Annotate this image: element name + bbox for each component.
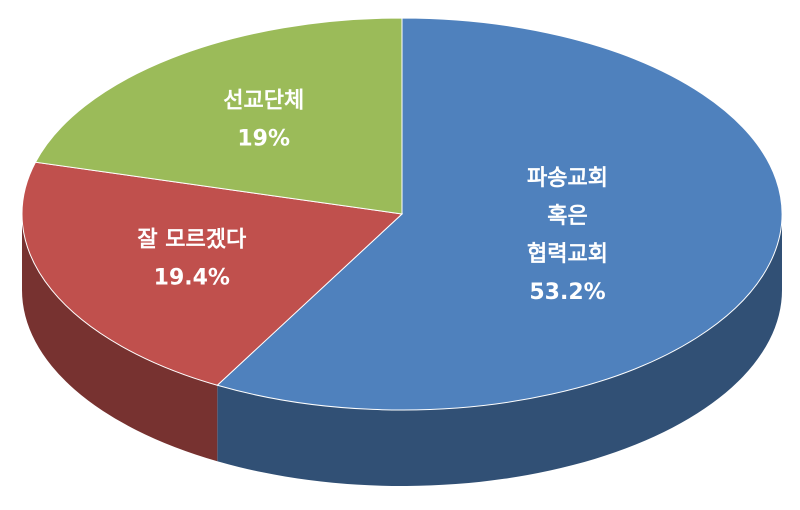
slice-side bbox=[22, 214, 218, 462]
slice-side bbox=[217, 214, 782, 486]
slice bbox=[21, 161, 404, 386]
slice bbox=[216, 17, 783, 411]
value-label: 19.4% bbox=[154, 266, 230, 291]
slice-label: 잘 모르겠다 bbox=[137, 228, 247, 253]
slice-label: 파송교회 혹은 협력교회 bbox=[527, 166, 608, 267]
value-label: 53.2% bbox=[529, 280, 605, 305]
slice bbox=[34, 17, 403, 215]
slice-label: 선교단체 bbox=[223, 88, 304, 113]
value-label: 19% bbox=[237, 126, 290, 151]
